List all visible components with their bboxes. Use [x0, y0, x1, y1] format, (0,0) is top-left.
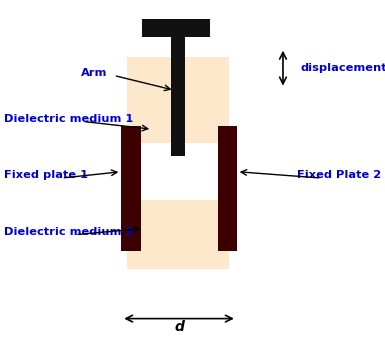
- Text: Dielectric medium 2: Dielectric medium 2: [4, 227, 133, 237]
- Bar: [127, 57, 229, 143]
- Bar: [171, 35, 185, 156]
- Text: Dielectric medium 1: Dielectric medium 1: [4, 114, 133, 124]
- Text: displacement: displacement: [300, 63, 385, 73]
- Bar: [127, 200, 229, 269]
- Text: d: d: [174, 320, 184, 335]
- Text: Fixed plate 1: Fixed plate 1: [4, 170, 88, 180]
- Text: Arm: Arm: [81, 68, 107, 78]
- Bar: [121, 126, 141, 251]
- Bar: [142, 19, 210, 37]
- Text: Fixed Plate 2: Fixed Plate 2: [297, 170, 381, 180]
- Bar: [218, 126, 237, 251]
